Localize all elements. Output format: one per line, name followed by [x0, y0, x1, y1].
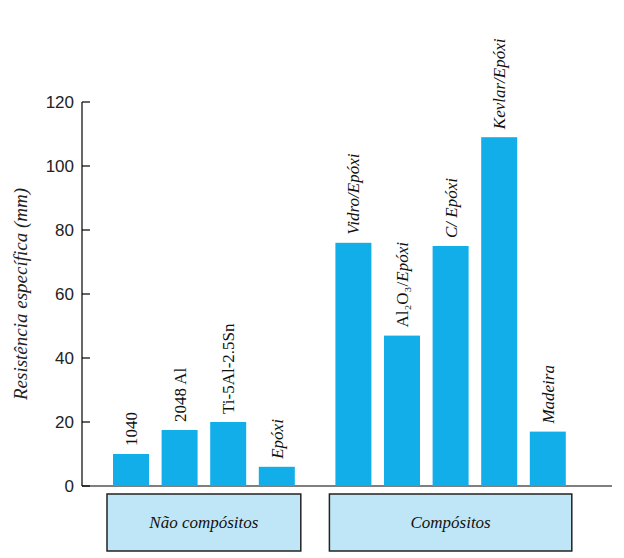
- bar: [481, 137, 517, 486]
- y-tick: [82, 421, 90, 422]
- category-label: Madeira: [539, 365, 558, 425]
- category-label: C/ Epóxi: [442, 178, 461, 238]
- y-tick-label: 20: [55, 413, 74, 432]
- category-label: Al₂O₃/Epóxi: [393, 242, 412, 328]
- y-tick: [82, 229, 90, 230]
- bar: [162, 430, 198, 486]
- y-tick-label: 0: [65, 477, 74, 496]
- category-label: Ti-5Al-2.5Sn: [219, 323, 238, 414]
- bar: [259, 467, 295, 486]
- bar: [335, 243, 371, 486]
- y-axis-label: Resistência específica (mm): [10, 188, 32, 401]
- category-label: 1040: [122, 412, 141, 446]
- bars: [113, 137, 566, 486]
- category-label: Kevlar/Epóxi: [490, 38, 509, 130]
- y-tick: [82, 293, 90, 294]
- bar: [384, 336, 420, 486]
- y-tick-label: 60: [55, 285, 74, 304]
- group-box: [107, 494, 301, 551]
- y-tick: [82, 165, 90, 166]
- group-label: Compósitos: [410, 513, 491, 532]
- y-tick-label: 120: [46, 93, 74, 112]
- bar: [210, 422, 246, 486]
- bar: [530, 432, 566, 486]
- y-tick-label: 80: [55, 221, 74, 240]
- y-tick: [82, 357, 90, 358]
- chart: 0 20 40 60 80 100 120 Resistência específica (m…: [0, 0, 624, 558]
- category-label: Vidro/Epóxi: [344, 153, 363, 234]
- group-box: [329, 494, 571, 551]
- bar: [433, 246, 469, 486]
- category-label: 2048 Al: [171, 367, 190, 422]
- category-label: Epóxi: [268, 419, 287, 460]
- y-tick: [82, 101, 90, 102]
- y-tick-label: 40: [55, 349, 74, 368]
- group-label: Não compósitos: [148, 513, 258, 532]
- y-tick-label: 100: [46, 157, 74, 176]
- bar: [113, 454, 149, 486]
- y-tick: [82, 485, 90, 486]
